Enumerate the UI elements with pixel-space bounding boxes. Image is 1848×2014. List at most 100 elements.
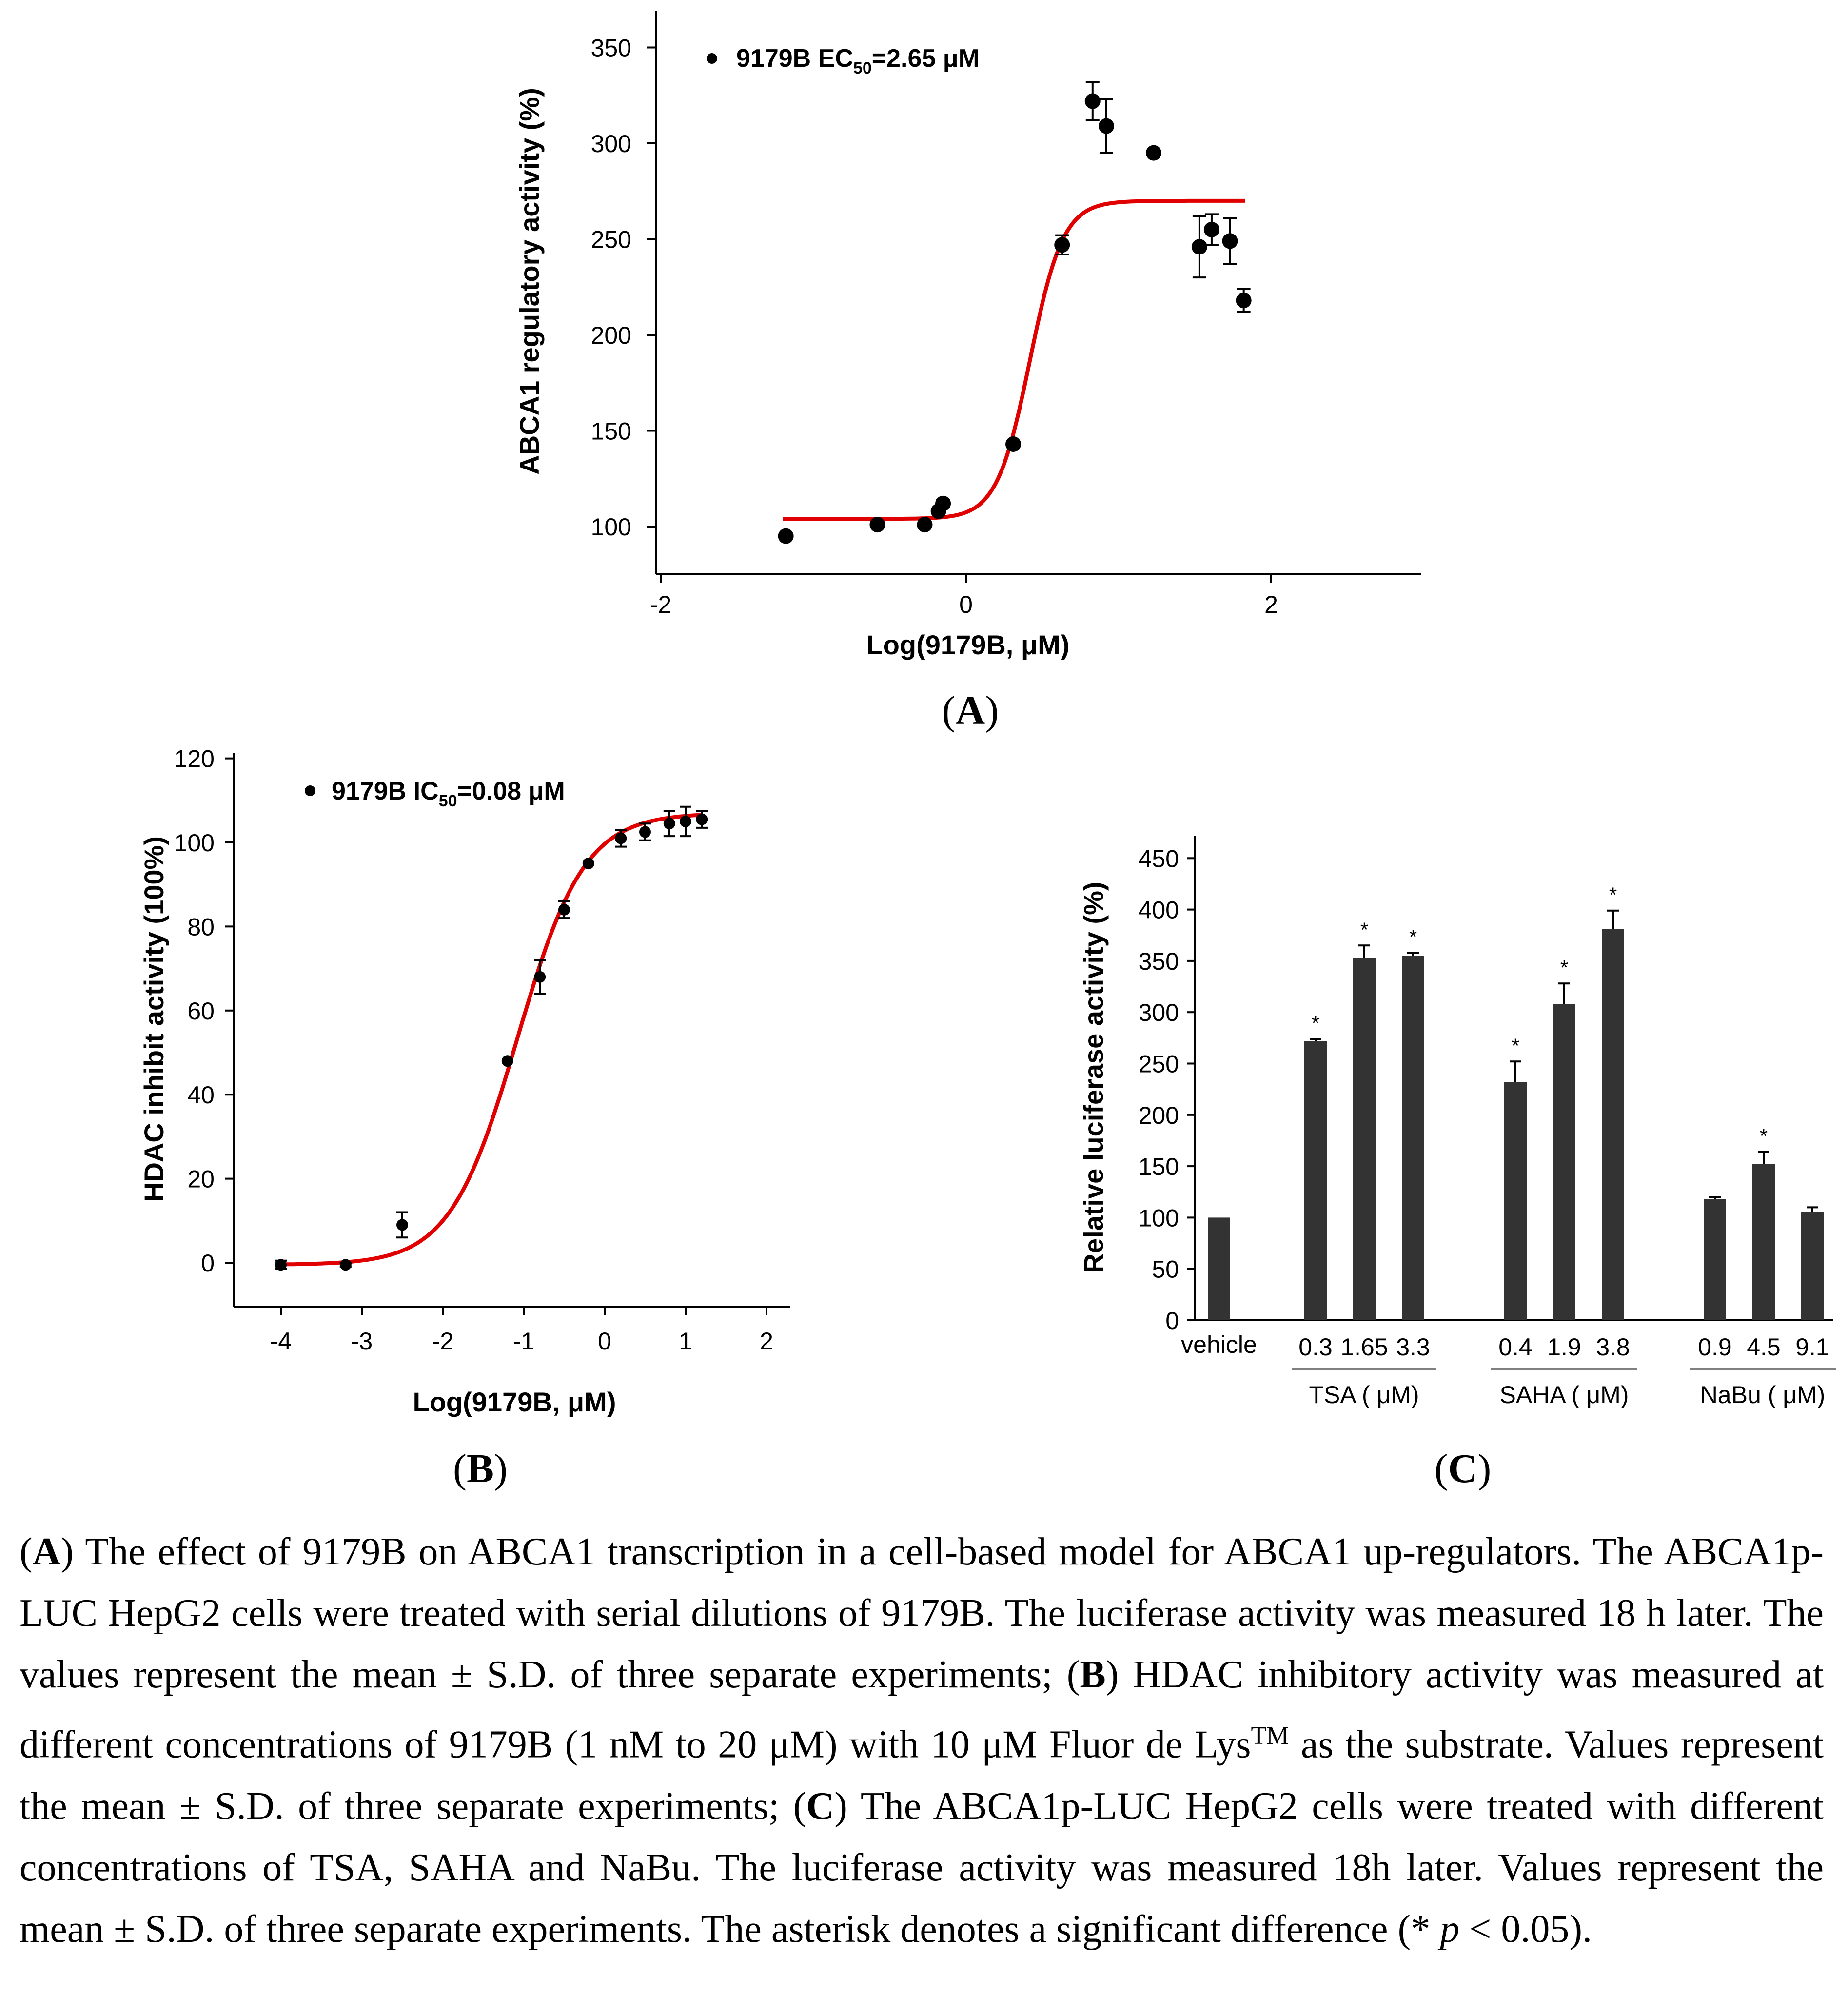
panel-a-ylabel: ABCA1 regulatory activity (%) [514, 88, 545, 475]
panel-b-ytick-label: 20 [187, 1166, 215, 1193]
panel-b-data-point [696, 813, 708, 825]
panel-c-chart: Relative luciferase activity (%) (C) 0 50… [1078, 836, 1836, 1491]
panel-b-xtick-label: -2 [432, 1328, 453, 1355]
panel-a-data-point [1005, 436, 1022, 452]
panel-b-data-point [275, 1259, 287, 1271]
panel-c-bar-label: 0.9 [1698, 1333, 1732, 1361]
panel-b-data-point [582, 858, 594, 870]
panel-c-bar [1752, 1164, 1775, 1320]
panel-c-bar [1402, 956, 1424, 1320]
panel-c-significance-star: * [1312, 1012, 1319, 1035]
panel-c-bar-label: 3.8 [1596, 1333, 1630, 1361]
panel-a-ytick-label: 150 [591, 418, 631, 445]
panel-b-legend: 9179B IC50=0.08 μM [332, 777, 565, 810]
panel-c-bar [1704, 1199, 1726, 1320]
panel-c-bar-label: 4.5 [1747, 1333, 1781, 1361]
panel-c-ytick-label: 400 [1139, 897, 1179, 924]
panel-c-ytick-label: 300 [1139, 999, 1179, 1026]
panel-b-fit-curve [281, 813, 702, 1267]
panel-a-data-point [1054, 237, 1070, 253]
panel-a-data-point [917, 517, 933, 533]
panel-c-significance-star: * [1560, 956, 1568, 979]
panel-c-bar-label: 9.1 [1795, 1333, 1829, 1361]
panel-b-ytick-label: 100 [174, 829, 215, 857]
panel-c-ytick-label: 100 [1139, 1204, 1179, 1232]
panel-a-data-point [1191, 239, 1207, 255]
panel-a-data-point [1145, 145, 1161, 161]
panel-a-data-point [778, 528, 794, 544]
panel-b-data-point [558, 903, 570, 916]
panel-a-ytick-label: 350 [591, 35, 631, 62]
panel-c-ytick-label: 450 [1139, 845, 1179, 872]
panel-c-significance-star: * [1512, 1034, 1519, 1057]
panel-b-xtick-label: 2 [760, 1328, 773, 1355]
panel-c-label: (C) [1435, 1446, 1492, 1491]
panel-b-data-point [663, 818, 675, 830]
panel-c-ytick-label: 350 [1139, 948, 1179, 975]
panel-a-data-point [1098, 118, 1114, 134]
panel-c-bar-label: vehicle [1181, 1331, 1257, 1358]
panel-b-ytick-label: 80 [187, 913, 215, 940]
panel-a-data-point [869, 517, 885, 533]
panel-c-ytick-label: 0 [1165, 1307, 1179, 1334]
panel-b-data-point [639, 826, 651, 838]
panel-a-chart: ABCA1 regulatory activity (%) Log(9179B,… [514, 11, 1421, 733]
panel-c-ytick-label: 50 [1152, 1256, 1179, 1283]
panel-b-legend-marker [305, 785, 315, 796]
panel-a-data-point [1203, 221, 1219, 237]
panel-c-significance-star: * [1760, 1125, 1768, 1148]
panel-b-ytick-label: 120 [174, 745, 215, 773]
panel-c-group-label: SAHA ( μM) [1500, 1381, 1629, 1408]
panel-b-ytick-label: 40 [187, 1081, 215, 1109]
panel-b-data-point [501, 1055, 513, 1067]
panel-a-xlabel: Log(9179B, μM) [866, 629, 1070, 660]
panel-a-xtick-label: 0 [959, 591, 973, 618]
figure-canvas: ABCA1 regulatory activity (%) Log(9179B,… [138, 11, 1836, 1491]
panel-a-ytick-label: 200 [591, 322, 631, 349]
panel-a-legend-marker [707, 53, 717, 64]
panel-c-group-label: TSA ( μM) [1309, 1381, 1419, 1408]
panel-c-ytick-label: 200 [1139, 1102, 1179, 1129]
panel-c-ytick-label: 150 [1139, 1153, 1179, 1180]
panel-c-bar-label: 0.3 [1298, 1333, 1333, 1361]
panel-c-bar [1208, 1217, 1230, 1320]
panel-b-ytick-label: 60 [187, 997, 215, 1025]
figure-caption: (A) The effect of 9179B on ABCA1 transcr… [20, 1530, 1824, 1951]
panel-c-significance-star: * [1609, 883, 1617, 906]
panel-b-xtick-label: 1 [679, 1328, 692, 1355]
panel-b-data-point [339, 1259, 352, 1271]
panel-c-bar-label: 3.3 [1396, 1333, 1430, 1361]
panel-a-data-point [1084, 93, 1101, 109]
panel-c-significance-star: * [1409, 925, 1417, 948]
panel-a-ytick-label: 250 [591, 226, 631, 254]
panel-c-ytick-label: 250 [1139, 1051, 1179, 1078]
panel-a-legend: 9179B EC50=2.65 μM [736, 44, 980, 78]
panel-b-data-point [534, 971, 546, 983]
panel-a-ytick-label: 100 [591, 513, 631, 541]
panel-c-ylabel: Relative luciferase activity (%) [1078, 881, 1109, 1273]
panel-b-data-point [615, 832, 627, 844]
panel-c-bar-label: 0.4 [1498, 1333, 1533, 1361]
panel-a-data-point [1222, 233, 1238, 249]
panel-b-xtick-label: -4 [270, 1328, 292, 1355]
panel-a-data-point [935, 495, 951, 511]
panel-c-bar-label: 1.9 [1547, 1333, 1581, 1361]
panel-b-ytick-label: 0 [201, 1250, 215, 1277]
panel-b-xtick-label: 0 [598, 1328, 611, 1355]
panel-b-xlabel: Log(9179B, μM) [413, 1387, 616, 1417]
panel-a-xtick-label: -2 [650, 591, 671, 618]
panel-c-group-label: NaBu ( μM) [1700, 1381, 1826, 1408]
panel-c-bar [1504, 1082, 1527, 1320]
panel-b-ylabel: HDAC inhibit activity (100%) [138, 836, 169, 1202]
panel-a-fit-curve [783, 198, 1245, 521]
panel-b-xtick-label: -3 [351, 1328, 373, 1355]
panel-c-bar [1553, 1004, 1575, 1320]
panel-a-label: (A) [942, 688, 999, 733]
panel-a-data-point [1236, 293, 1252, 309]
panel-b-xtick-label: -1 [513, 1328, 534, 1355]
panel-b-chart: HDAC inhibit activity (100%) Log(9179B, … [138, 745, 790, 1491]
panel-b-data-point [680, 815, 691, 827]
panel-b-data-point [396, 1219, 408, 1231]
panel-c-bar-label: 1.65 [1340, 1333, 1388, 1361]
panel-b-label: (B) [453, 1446, 508, 1491]
